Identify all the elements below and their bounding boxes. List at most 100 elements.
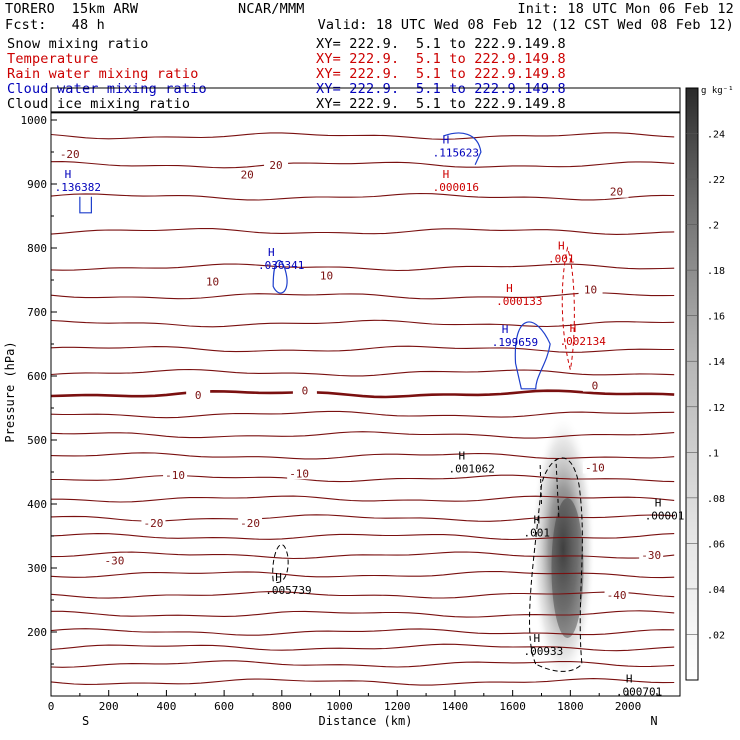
max-value-label: .115623 xyxy=(433,146,479,159)
ice-contour xyxy=(529,457,583,672)
label-bg xyxy=(235,168,260,181)
isotherm-label: -10 xyxy=(585,462,605,475)
isotherm-label: 20 xyxy=(241,168,254,181)
isotherm-line xyxy=(51,660,675,668)
isotherm-label: -10 xyxy=(165,469,185,482)
label-bg xyxy=(604,588,629,601)
isotherm-label: 0 xyxy=(592,380,599,393)
label-bg xyxy=(639,549,664,562)
x-tick-label: 1400 xyxy=(442,700,469,713)
label-bg xyxy=(582,461,607,474)
max-value-label: .00933 xyxy=(524,645,564,658)
colorbar-tick-label: .22 xyxy=(707,175,725,186)
colorbar-tick-label: .12 xyxy=(707,403,725,414)
max-marker: H xyxy=(65,168,72,181)
x-tick-label: 1200 xyxy=(384,700,411,713)
cloud-water-contour xyxy=(514,321,551,390)
label-bg xyxy=(141,517,166,530)
x-axis-label: Distance (km) xyxy=(319,714,413,728)
max-value-label: .001062 xyxy=(448,463,494,476)
north-label: N xyxy=(650,714,657,728)
max-marker: H xyxy=(534,514,541,527)
isotherm-line xyxy=(51,474,675,483)
snow-shading-core xyxy=(551,498,584,638)
forecast-hour: Fcst: 48 h xyxy=(5,17,105,33)
colorbar-tick-label: .06 xyxy=(707,539,725,550)
field-xy: XY= 222.9. 5.1 to 222.9.149.8 xyxy=(316,96,566,112)
isotherm-label: -30 xyxy=(105,554,125,567)
plot-frame xyxy=(50,87,681,697)
field-name: Rain water mixing ratio xyxy=(7,66,199,82)
colorbar xyxy=(685,87,699,681)
max-value-label: .00001 xyxy=(645,509,685,522)
isotherm-line xyxy=(51,192,675,201)
y-tick-label: 900 xyxy=(27,178,47,191)
isotherm-line xyxy=(51,431,675,439)
x-tick-label: 600 xyxy=(214,700,234,713)
label-bg xyxy=(186,389,211,402)
label-bg xyxy=(200,275,225,288)
x-tick-label: 800 xyxy=(272,700,292,713)
max-value-label: .199659 xyxy=(492,336,538,349)
isotherm-line xyxy=(51,591,675,599)
y-tick-label: 300 xyxy=(27,562,47,575)
colorbar-tick-label: .2 xyxy=(707,221,719,232)
label-bg xyxy=(102,554,127,567)
y-axis-label: Pressure (hPa) xyxy=(3,341,17,442)
isotherm-line xyxy=(51,628,675,636)
cloud-water-contour xyxy=(79,196,92,214)
max-value-label: .001 xyxy=(548,253,575,266)
isotherm-line xyxy=(51,161,675,169)
isotherm-line xyxy=(51,410,675,419)
isotherm-line xyxy=(51,610,675,618)
label-bg xyxy=(604,185,629,198)
colorbar-tick-label: .04 xyxy=(707,585,725,596)
field-xy: XY= 222.9. 5.1 to 222.9.149.8 xyxy=(316,51,566,67)
isotherm-line xyxy=(51,368,675,377)
y-tick-label: 1000 xyxy=(21,114,48,127)
isotherm-line xyxy=(51,319,675,328)
isotherm-line xyxy=(51,533,675,541)
x-tick-label: 1600 xyxy=(499,700,526,713)
isotherm-label: -20 xyxy=(60,148,80,161)
x-tick-label: 400 xyxy=(156,700,176,713)
cloud-water-contour xyxy=(443,132,482,166)
isotherm-line xyxy=(51,678,675,686)
max-value-label: .136382 xyxy=(55,181,101,194)
max-marker: H xyxy=(655,496,662,509)
label-bg xyxy=(163,469,188,482)
max-marker: H xyxy=(506,282,513,295)
max-marker: H xyxy=(626,672,633,685)
colorbar-tick-label: .08 xyxy=(707,494,725,505)
isotherm-label: 10 xyxy=(320,270,333,283)
max-marker: H xyxy=(534,632,541,645)
label-bg xyxy=(578,283,603,296)
init-time: Init: 18 UTC Mon 06 Feb 12 xyxy=(517,1,734,17)
x-tick-label: 200 xyxy=(99,700,119,713)
colorbar-tick-label: .02 xyxy=(707,630,725,641)
isotherm-label: 20 xyxy=(269,159,282,172)
isotherm-label: -30 xyxy=(641,549,661,562)
y-tick-label: 400 xyxy=(27,498,47,511)
isotherm-label: -20 xyxy=(240,517,260,530)
ice-contour xyxy=(272,544,289,583)
isotherm-line xyxy=(51,227,675,235)
max-marker: H xyxy=(558,240,565,253)
isotherm-line xyxy=(51,263,675,272)
max-marker: H xyxy=(570,322,577,335)
y-tick-label: 700 xyxy=(27,306,47,319)
max-marker: H xyxy=(458,450,465,463)
field-xy: XY= 222.9. 5.1 to 222.9.149.8 xyxy=(316,36,566,52)
colorbar-tick-label: .24 xyxy=(707,130,725,141)
field-name: Cloud ice mixing ratio xyxy=(7,96,191,112)
max-marker: H xyxy=(443,133,450,146)
isotherm-label: 10 xyxy=(584,284,597,297)
max-value-label: .005739 xyxy=(265,584,311,597)
isotherm-label: 0 xyxy=(195,389,202,402)
x-tick-label: 2000 xyxy=(615,700,642,713)
rain-contour xyxy=(561,246,575,370)
label-bg xyxy=(287,467,312,480)
valid-time: Valid: 18 UTC Wed 08 Feb 12 (12 CST Wed … xyxy=(317,17,734,33)
ice-contour xyxy=(539,459,560,517)
